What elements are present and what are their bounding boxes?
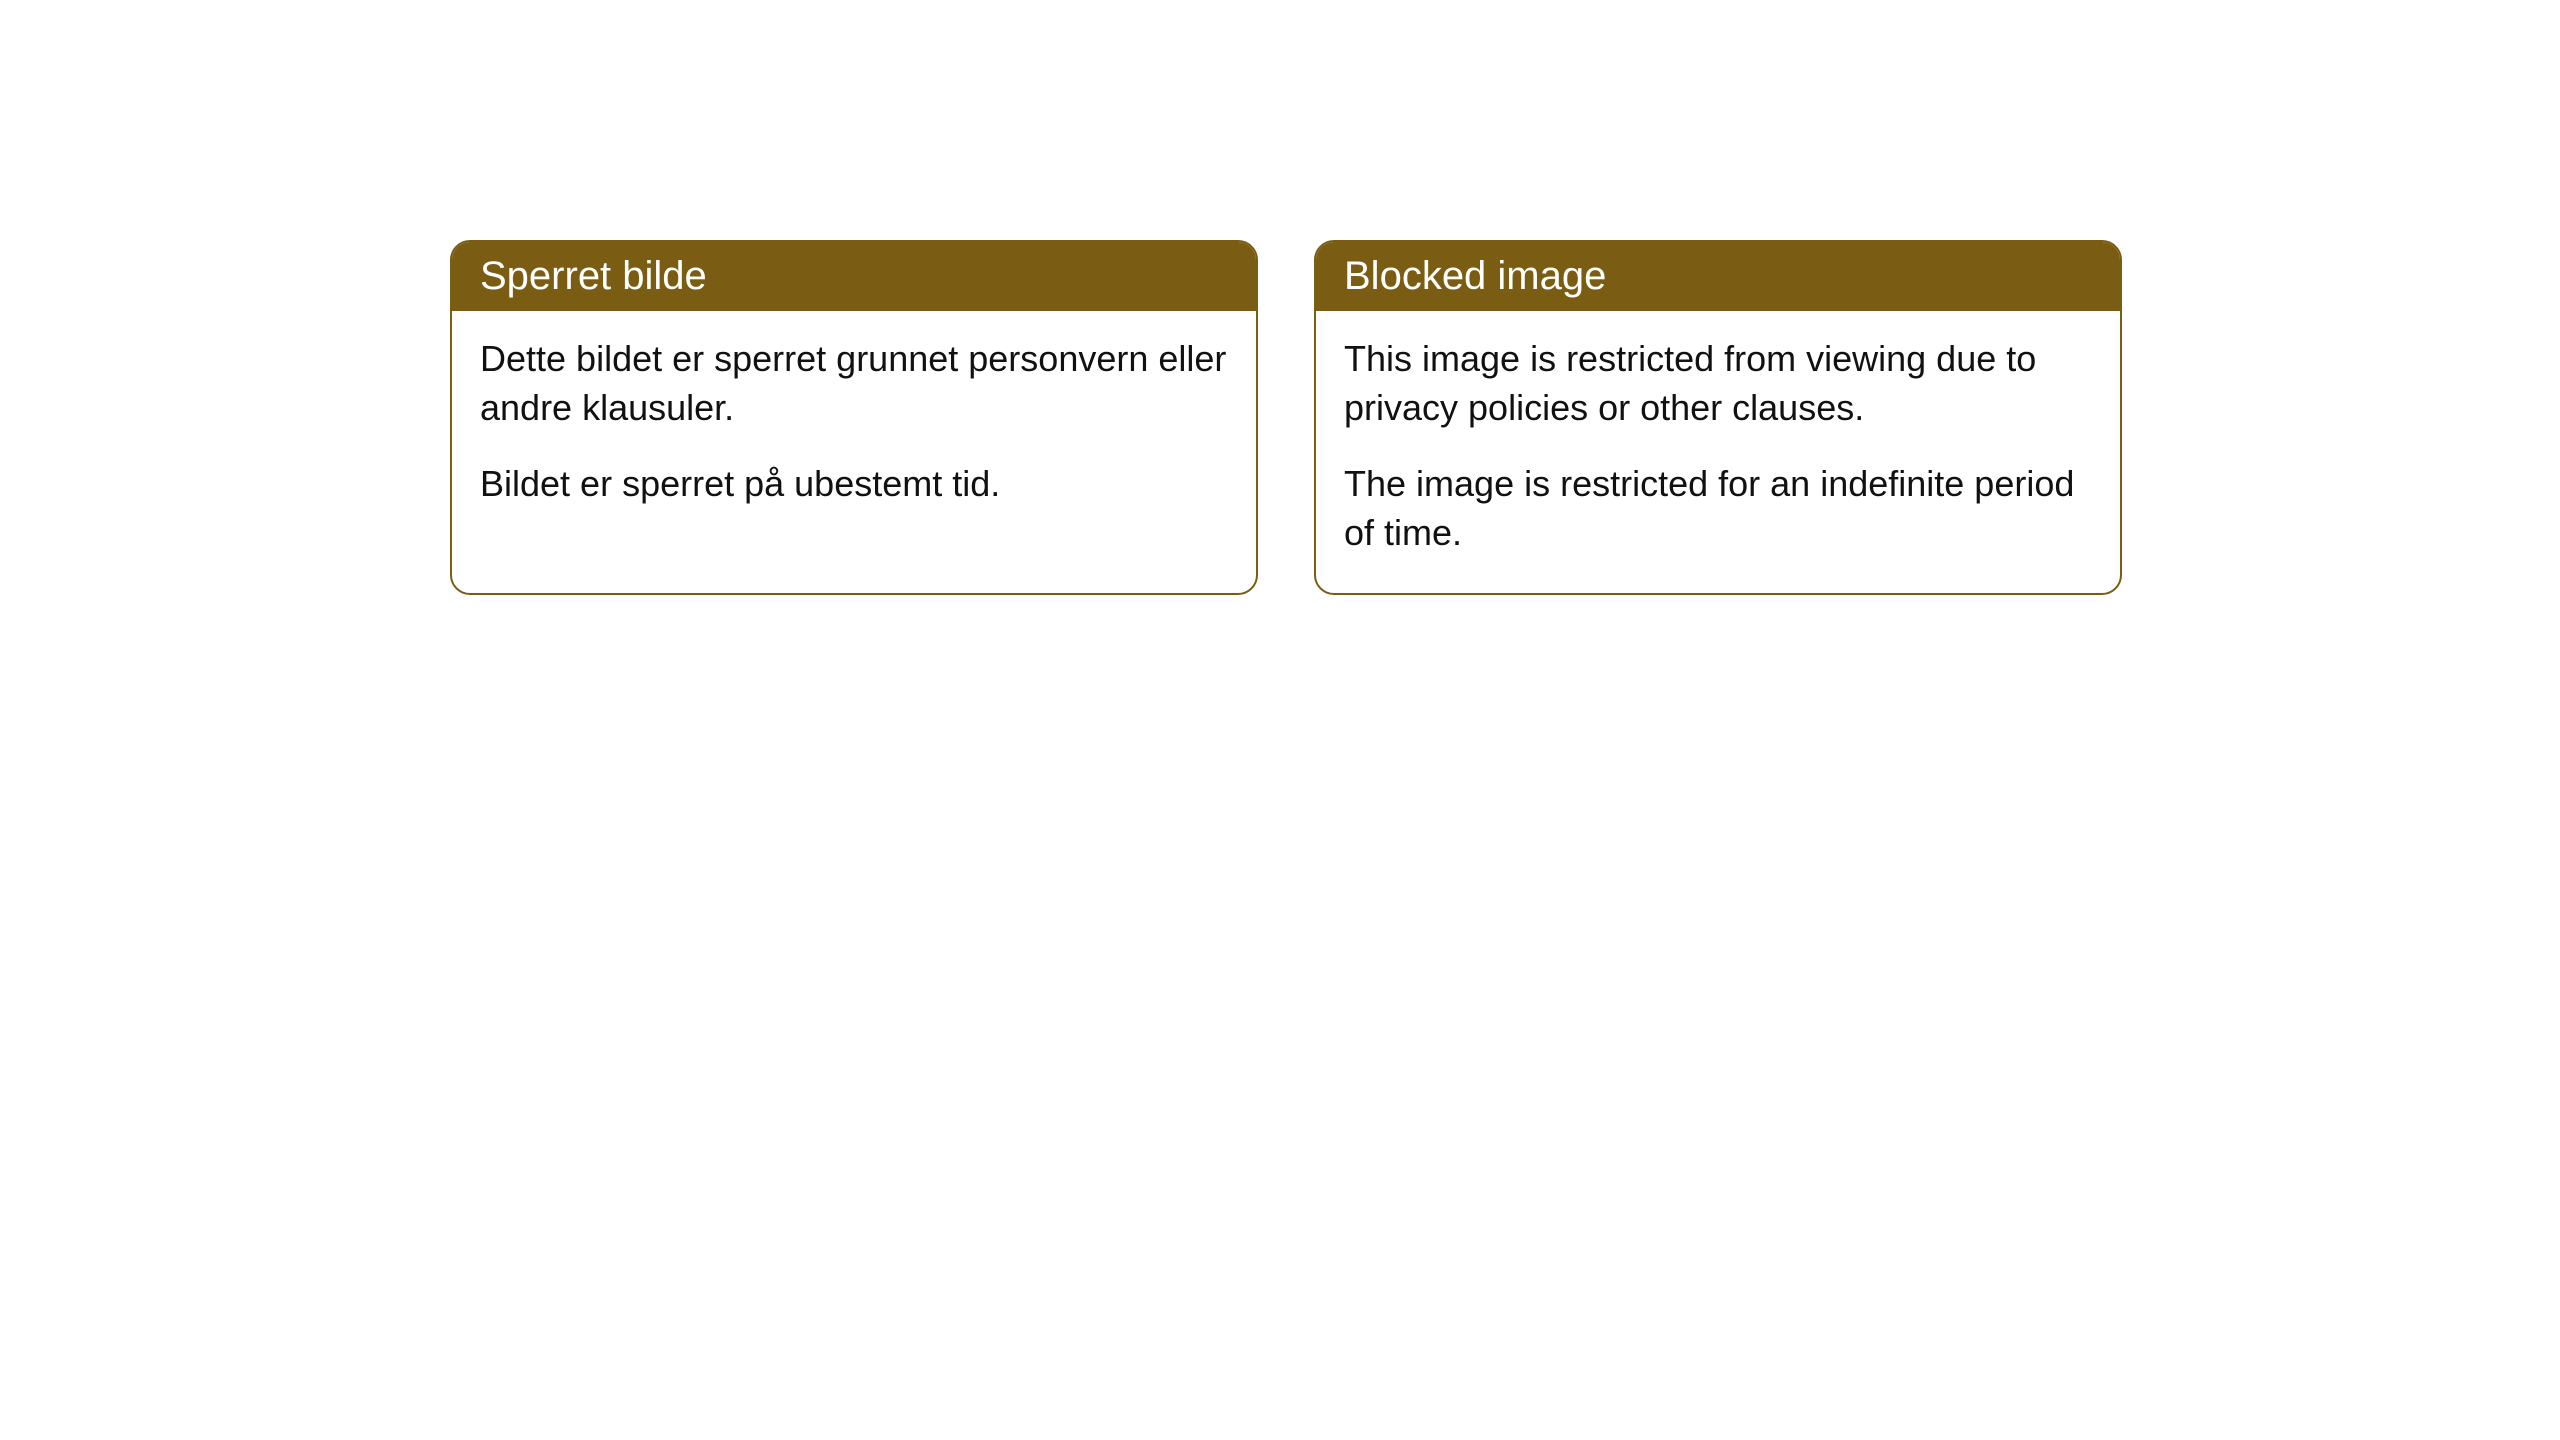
card-paragraph: Bildet er sperret på ubestemt tid. xyxy=(480,460,1228,509)
card-title: Sperret bilde xyxy=(480,254,707,298)
card-header: Sperret bilde xyxy=(452,242,1256,311)
notice-cards-container: Sperret bilde Dette bildet er sperret gr… xyxy=(450,240,2122,595)
notice-card-english: Blocked image This image is restricted f… xyxy=(1314,240,2122,595)
card-header: Blocked image xyxy=(1316,242,2120,311)
card-body: Dette bildet er sperret grunnet personve… xyxy=(452,311,1256,545)
card-body: This image is restricted from viewing du… xyxy=(1316,311,2120,593)
card-title: Blocked image xyxy=(1344,254,1606,298)
card-paragraph: This image is restricted from viewing du… xyxy=(1344,335,2092,432)
notice-card-norwegian: Sperret bilde Dette bildet er sperret gr… xyxy=(450,240,1258,595)
card-paragraph: Dette bildet er sperret grunnet personve… xyxy=(480,335,1228,432)
card-paragraph: The image is restricted for an indefinit… xyxy=(1344,460,2092,557)
